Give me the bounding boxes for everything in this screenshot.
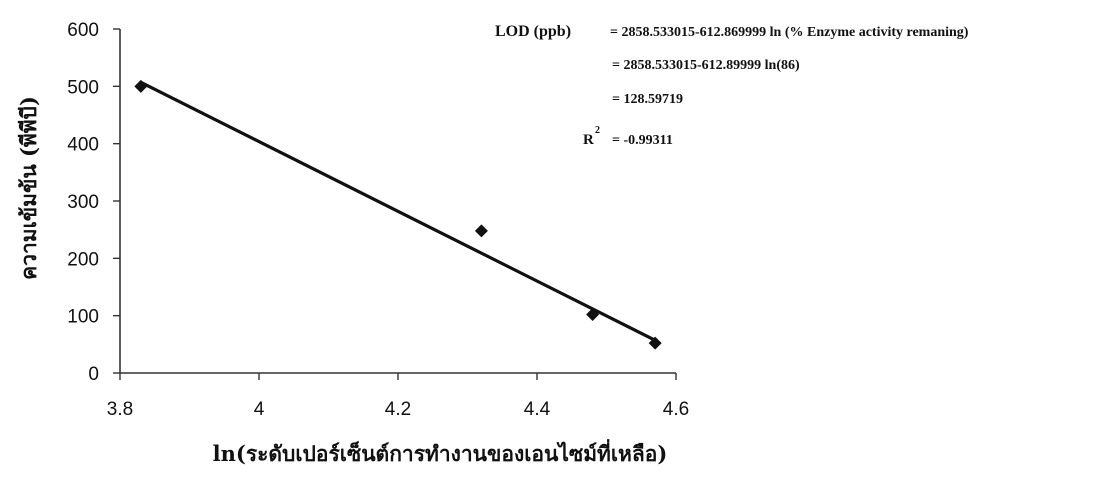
y-axis-title: ความเข้มข้น (พีพีบี) (16, 96, 41, 280)
lod-equation-line3: = 128.59719 (612, 92, 683, 107)
x-tick-labels: 3.8 4 4.2 4.4 4.6 (107, 399, 689, 420)
x-tick-label: 4 (254, 399, 265, 420)
y-tick-label: 400 (67, 135, 99, 156)
data-point (134, 79, 148, 93)
x-tick-label: 4.4 (524, 399, 551, 420)
r2-value: = -0.99311 (612, 133, 673, 148)
y-tick-label: 0 (88, 364, 99, 385)
lod-label: LOD (ppb) (495, 23, 571, 40)
y-tick-label: 200 (67, 249, 99, 270)
x-axis-title: ln(ระดับเปอร์เซ็นต์การทำงานของเอนไซม์ที่… (213, 438, 668, 466)
lod-equation-line2: = 2858.533015-612.89999 ln(86) (612, 58, 800, 73)
x-tick-label: 4.2 (385, 399, 411, 420)
y-tick-label: 600 (67, 20, 99, 41)
y-tick-label: 300 (67, 192, 99, 213)
x-tick-label: 3.8 (107, 399, 133, 420)
lod-annotation: LOD (ppb) = 2858.533015-612.869999 ln (%… (495, 23, 969, 148)
data-point (586, 308, 600, 322)
y-tick-label: 500 (67, 77, 99, 98)
trendline (139, 80, 657, 342)
x-tick-label: 4.6 (663, 399, 689, 420)
axes (113, 28, 677, 380)
data-points (134, 79, 662, 350)
trendline-group (139, 80, 657, 342)
r2-label: R (583, 132, 594, 148)
r2-superscript: 2 (595, 125, 600, 136)
lod-equation-line1: = 2858.533015-612.869999 ln (% Enzyme ac… (610, 25, 969, 40)
y-tick-label: 100 (67, 307, 99, 328)
data-point (648, 336, 662, 350)
y-tick-labels: 0 100 200 300 400 500 600 (67, 20, 99, 385)
data-point (474, 224, 488, 238)
